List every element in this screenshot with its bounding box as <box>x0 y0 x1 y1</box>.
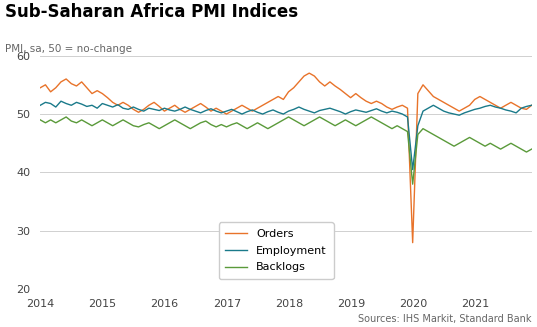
Employment <box>291 107 297 111</box>
Legend: Orders, Employment, Backlogs: Orders, Employment, Backlogs <box>219 222 333 279</box>
Backlogs <box>63 115 69 119</box>
Backlogs <box>110 124 116 128</box>
Employment <box>58 99 64 103</box>
Orders <box>497 106 504 110</box>
Backlogs <box>37 118 43 122</box>
Backlogs <box>255 121 261 125</box>
Line: Backlogs: Backlogs <box>40 117 532 184</box>
Employment <box>37 103 43 107</box>
Employment <box>306 109 313 113</box>
Employment <box>409 168 416 172</box>
Orders <box>301 74 307 78</box>
Backlogs <box>409 182 416 186</box>
Orders <box>306 71 313 75</box>
Backlogs <box>306 121 313 125</box>
Employment <box>255 110 261 114</box>
Backlogs <box>291 118 297 122</box>
Employment <box>528 103 535 107</box>
Backlogs <box>182 124 188 128</box>
Employment <box>497 106 504 110</box>
Employment <box>182 105 188 109</box>
Text: PMI, sa, 50 = no-change: PMI, sa, 50 = no-change <box>5 44 132 54</box>
Orders <box>528 103 535 107</box>
Orders <box>37 86 43 90</box>
Text: Sub-Saharan Africa PMI Indices: Sub-Saharan Africa PMI Indices <box>5 3 299 21</box>
Orders <box>104 96 111 100</box>
Backlogs <box>528 147 535 151</box>
Backlogs <box>497 147 504 151</box>
Orders <box>249 109 256 113</box>
Text: Sources: IHS Markit, Standard Bank: Sources: IHS Markit, Standard Bank <box>358 314 532 324</box>
Orders <box>409 241 416 245</box>
Orders <box>177 107 183 111</box>
Line: Orders: Orders <box>40 73 532 243</box>
Employment <box>110 105 116 109</box>
Orders <box>285 90 292 94</box>
Line: Employment: Employment <box>40 101 532 170</box>
